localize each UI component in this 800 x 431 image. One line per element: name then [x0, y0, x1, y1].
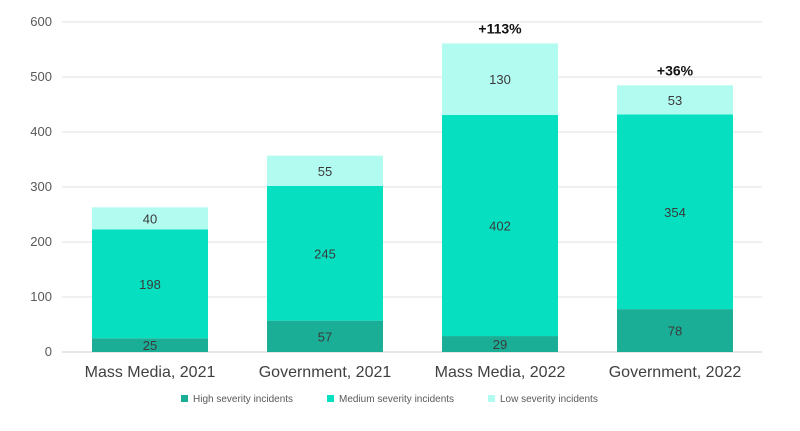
legend-label: Medium severity incidents: [339, 394, 454, 405]
bar-segment: [92, 229, 208, 339]
legend-swatch: [327, 395, 334, 402]
legend-label: High severity incidents: [193, 394, 293, 405]
legend: High severity incidents Medium severity i…: [181, 394, 598, 405]
bar-segment: [617, 309, 733, 352]
bar-segment: [267, 320, 383, 352]
bar-segment: [442, 43, 558, 115]
legend-swatch: [488, 395, 495, 402]
bar-segment: [617, 114, 733, 310]
y-tick-label: 300: [30, 179, 52, 194]
data-label: 245: [314, 246, 336, 261]
data-label: 198: [139, 277, 161, 292]
data-label: 53: [668, 93, 682, 108]
x-tick-label: Mass Media, 2022: [435, 364, 566, 381]
y-tick-label: 600: [30, 14, 52, 29]
y-tick-label: 100: [30, 289, 52, 304]
legend-label: Low severity incidents: [500, 394, 598, 405]
growth-annotation: +36%: [657, 62, 694, 78]
y-axis-ticks: 0 100 200 300 400 500 600: [30, 14, 52, 359]
bar-segment: [267, 185, 383, 321]
x-tick-label: Government, 2021: [259, 364, 392, 381]
y-tick-label: 400: [30, 124, 52, 139]
legend-swatch: [181, 395, 188, 402]
data-label: 25: [143, 338, 157, 353]
data-label: 57: [318, 329, 332, 344]
x-axis-ticks: Mass Media, 2021 Government, 2021 Mass Med…: [85, 364, 742, 381]
bar-segment: [92, 207, 208, 230]
data-label: 55: [318, 164, 332, 179]
data-label: 40: [143, 211, 157, 226]
bar-segment: [92, 338, 208, 352]
data-label: 402: [489, 219, 511, 234]
data-label: 78: [668, 324, 682, 339]
bar-segment: [442, 336, 558, 352]
data-label: 29: [493, 337, 507, 352]
bar-segment: [267, 155, 383, 186]
bars: [92, 43, 733, 352]
x-tick-label: Government, 2022: [609, 364, 742, 381]
y-tick-label: 500: [30, 69, 52, 84]
bar-segment: [442, 114, 558, 337]
data-labels: 25 198 40 57 245 55 29 402 130 78 354 53: [139, 72, 686, 353]
y-tick-label: 200: [30, 234, 52, 249]
bar-segment: [617, 85, 733, 115]
annotations: +113% +36%: [478, 20, 693, 78]
data-label: 130: [489, 72, 511, 87]
growth-annotation: +113%: [478, 20, 522, 36]
x-tick-label: Mass Media, 2021: [85, 364, 216, 381]
data-label: 354: [664, 205, 686, 220]
y-tick-label: 0: [45, 344, 52, 359]
